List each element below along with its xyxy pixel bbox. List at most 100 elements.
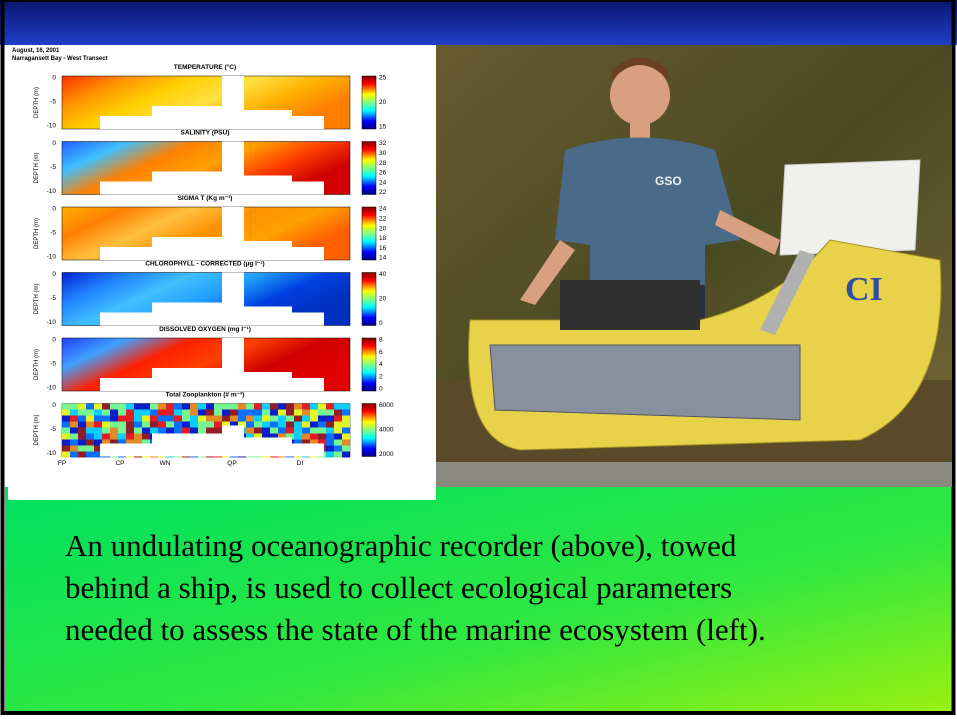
heatmap-cell [190, 422, 198, 428]
panel-title: CHLOROPHYLL - CORRECTED (µg l⁻¹) [145, 261, 264, 268]
heatmap-cell [318, 416, 326, 422]
heatmap-cell [174, 428, 182, 434]
depth-tick-label: 0 [52, 337, 56, 344]
heatmap-cell [62, 446, 70, 452]
y-axis-label: DEPTH (m) [34, 284, 40, 315]
heatmap-cell [302, 434, 310, 440]
heatmap-cell [62, 434, 70, 440]
depth-tick-label: -5 [50, 295, 56, 302]
slide: GSO CI August, 16, 2001 Narragansett Bay… [0, 0, 957, 719]
heatmap-cell [238, 410, 246, 416]
heatmap-cell [150, 416, 158, 422]
colorbar [362, 207, 376, 260]
heatmap-cell [126, 422, 134, 428]
colorbar [362, 404, 376, 457]
heatmap-cell [238, 404, 246, 410]
colorbar-tick-label: 6000 [379, 402, 394, 409]
heatmap-cell [134, 410, 142, 416]
depth-tick-label: -10 [47, 188, 57, 195]
heatmap-cell [126, 434, 134, 440]
colorbar-tick-label: 40 [379, 271, 387, 278]
heatmap-cell [198, 410, 206, 416]
colorbar-tick-label: 4 [379, 361, 383, 368]
heatmap-cell [326, 404, 334, 410]
heatmap-cell [78, 428, 86, 434]
y-axis-label: DEPTH (m) [34, 87, 40, 118]
depth-tick-label: -5 [50, 164, 56, 171]
panel-title: SIGMA T (Kg m⁻³) [178, 195, 233, 202]
heatmap-cell [318, 410, 326, 416]
depth-tick-label: -10 [47, 385, 57, 392]
heatmap-cell [182, 428, 190, 434]
heatmap-cell [158, 410, 166, 416]
heatmap-cell [342, 410, 350, 416]
heatmap-cell [158, 416, 166, 422]
depth-tick-label: -10 [47, 123, 57, 130]
transect-gap [222, 338, 244, 391]
heatmap-cell [102, 434, 110, 440]
heatmap-cell [278, 428, 286, 434]
heatmap-cell [286, 410, 294, 416]
heatmap-cell [246, 404, 254, 410]
heatmap-cell [246, 422, 254, 428]
heatmap-cell [222, 416, 230, 422]
heatmap-cell [62, 428, 70, 434]
heatmap-cell [94, 404, 102, 410]
heatmap-cell [254, 410, 262, 416]
heatmap-cell [294, 416, 302, 422]
heatmap-cell [110, 434, 118, 440]
colorbar-tick-label: 22 [379, 216, 387, 223]
heatmap-cell [278, 416, 286, 422]
heatmap-cell [238, 416, 246, 422]
heatmap-cell [110, 416, 118, 422]
heatmap-cell [70, 440, 78, 446]
panel-title: Total Zooplankton (# m⁻³) [166, 392, 245, 399]
heatmap-cell [310, 422, 318, 428]
colorbar-tick-label: 26 [379, 170, 387, 177]
transect-gap [222, 142, 244, 195]
heatmap-cell [326, 410, 334, 416]
x-tick-label: DI [297, 460, 304, 467]
heatmap-cell [302, 428, 310, 434]
heatmap-cell [198, 404, 206, 410]
depth-tick-label: -5 [50, 99, 56, 106]
colorbar-tick-label: 8 [379, 337, 383, 344]
heatmap-cell [334, 428, 342, 434]
heatmap-cell [126, 410, 134, 416]
heatmap-cell [134, 434, 142, 440]
x-tick-label: FP [58, 460, 66, 467]
colorbar-tick-label: 20 [379, 296, 387, 303]
heatmap-cell [326, 422, 334, 428]
heatmap-cell [270, 404, 278, 410]
heatmap-cell [142, 422, 150, 428]
y-axis-label: DEPTH (m) [34, 218, 40, 249]
colorbar [362, 273, 376, 326]
heatmap-cell [214, 416, 222, 422]
depth-tick-label: -5 [50, 230, 56, 237]
caption-line: needed to assess the state of the marine… [65, 612, 766, 647]
heatmap-cell [294, 404, 302, 410]
heatmap-cell [158, 404, 166, 410]
heatmap-cell [318, 404, 326, 410]
heatmap-cell [294, 434, 302, 440]
heatmap-cell [142, 428, 150, 434]
heatmap-cell [62, 410, 70, 416]
y-axis-label: DEPTH (m) [34, 349, 40, 380]
heatmap-cell [206, 404, 214, 410]
colorbar-tick-label: 0 [379, 320, 383, 327]
heatmap-cell [182, 410, 190, 416]
colorbar [362, 142, 376, 195]
heatmap-cell [262, 428, 270, 434]
caption-line: An undulating oceanographic recorder (ab… [65, 528, 737, 563]
heatmap-cell [246, 416, 254, 422]
heatmap-cell [62, 440, 70, 446]
heatmap-cell [262, 404, 270, 410]
heatmap-cell [326, 428, 334, 434]
colorbar-tick-label: 20 [379, 99, 387, 106]
figure-date: August, 16, 2001 [12, 48, 60, 54]
heatmap-cell [158, 428, 166, 434]
y-axis-label: DEPTH (m) [34, 415, 40, 446]
title-band [0, 0, 957, 45]
heatmap-cell [70, 416, 78, 422]
colorbar-tick-label: 25 [379, 75, 387, 82]
